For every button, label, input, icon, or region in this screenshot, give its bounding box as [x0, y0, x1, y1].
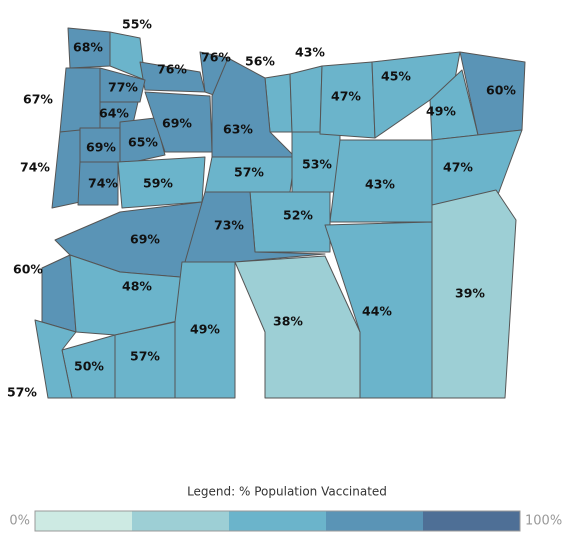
- legend-swatch: [35, 511, 132, 531]
- legend-bar: [34, 510, 521, 532]
- county: [431, 189, 517, 399]
- counties: [34, 27, 526, 399]
- county-value-label: 56%: [245, 54, 275, 69]
- county-value-label: 73%: [214, 218, 244, 233]
- county-value-label: 64%: [99, 106, 129, 121]
- county-value-label: 69%: [130, 232, 160, 247]
- county-value-label: 57%: [234, 165, 264, 180]
- county-value-label: 52%: [283, 208, 313, 223]
- county-value-label: 65%: [128, 135, 158, 150]
- county-value-label: 60%: [486, 83, 516, 98]
- county-value-label: 69%: [86, 140, 116, 155]
- county-value-label: 50%: [74, 359, 104, 374]
- county: [59, 67, 101, 133]
- county-value-label: 74%: [88, 176, 118, 191]
- labels: 68% 55% 76% 76% 56% 43% 67% 77% 64% 74% 69% 65% 69% 6…: [7, 17, 516, 400]
- legend-min-label: 0%: [9, 514, 30, 529]
- county-value-label: 45%: [381, 69, 411, 84]
- county: [34, 319, 77, 399]
- county-value-label: 53%: [302, 157, 332, 172]
- county-value-label: 44%: [362, 304, 392, 319]
- county-value-label: 59%: [143, 176, 173, 191]
- county-value-label: 57%: [130, 349, 160, 364]
- county-value-label: 47%: [331, 89, 361, 104]
- legend-max-label: 100%: [525, 514, 562, 529]
- county-value-label: 49%: [190, 322, 220, 337]
- legend-title: Legend: % Population Vaccinated: [187, 485, 387, 499]
- county-value-label: 49%: [426, 104, 456, 119]
- county: [324, 221, 433, 399]
- county: [99, 67, 146, 103]
- county-value-label: 74%: [20, 160, 50, 175]
- county-value-label: 38%: [273, 314, 303, 329]
- county-value-label: 47%: [443, 160, 473, 175]
- county-value-label: 39%: [455, 286, 485, 301]
- county: [114, 321, 176, 399]
- legend-swatch: [326, 511, 423, 531]
- county: [51, 129, 81, 209]
- county-value-label: 77%: [108, 80, 138, 95]
- county: [77, 161, 119, 206]
- county-value-label: 76%: [201, 50, 231, 65]
- county: [289, 65, 323, 133]
- legend-swatch: [132, 511, 229, 531]
- legend-swatch: [229, 511, 326, 531]
- county-value-label: 63%: [223, 122, 253, 137]
- county-value-label: 48%: [122, 279, 152, 294]
- county: [174, 261, 236, 399]
- legend-border: [34, 510, 521, 532]
- county-value-label: 43%: [365, 177, 395, 192]
- legend-swatch: [423, 511, 520, 531]
- county-value-label: 43%: [295, 45, 325, 60]
- county-value-label: 69%: [162, 116, 192, 131]
- county: [119, 117, 166, 166]
- county-value-label: 60%: [13, 262, 43, 277]
- county-value-label: 76%: [157, 62, 187, 77]
- county-value-label: 67%: [23, 92, 53, 107]
- county-value-label: 55%: [122, 17, 152, 32]
- county-value-label: 68%: [73, 40, 103, 55]
- county-value-label: 57%: [7, 385, 37, 400]
